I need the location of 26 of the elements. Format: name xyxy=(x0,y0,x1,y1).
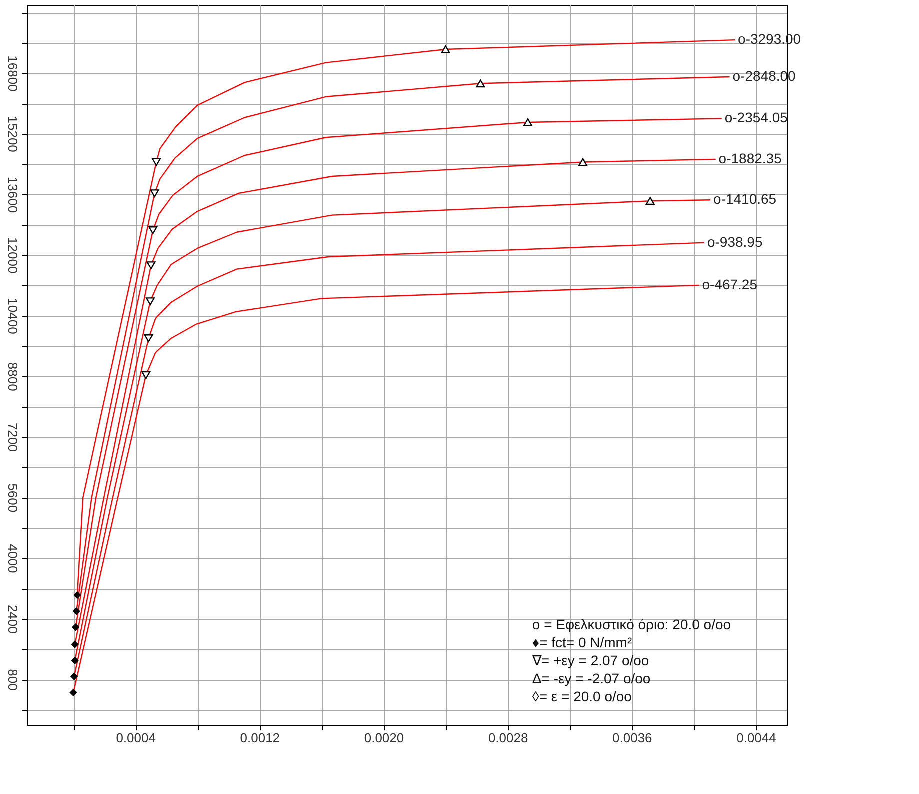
annotation: Δ= -εy = -2.07 o/oo xyxy=(532,670,651,687)
y-tick-label: 12000 xyxy=(6,238,20,274)
series-label: o-938.95 xyxy=(707,234,763,250)
y-tick-label: 16800 xyxy=(6,56,20,92)
x-tick-label: 0.0028 xyxy=(488,730,528,746)
series-label: o-1410.65 xyxy=(714,191,777,208)
y-tick-label: 13600 xyxy=(6,176,20,214)
y-tick-label: 5600 xyxy=(6,484,20,513)
x-tick-label: 0.0012 xyxy=(240,730,280,746)
y-tick-label: 10400 xyxy=(6,298,20,334)
annotation: o = Εφελκυστικό όριο: 20.0 o/oo xyxy=(532,616,732,633)
annotation: ♦= fct= 0 N/mm² xyxy=(532,634,632,651)
y-tick-label: 7200 xyxy=(6,423,20,452)
x-tick-label: 0.0044 xyxy=(736,730,776,746)
y-tick-label: 800 xyxy=(6,669,20,691)
annotation: ◊= ε = 20.0 o/oo xyxy=(532,688,632,705)
series-label: o-467.25 xyxy=(702,276,758,292)
y-tick-label: 15200 xyxy=(6,116,20,152)
y-tick-label: 4000 xyxy=(6,544,20,574)
annotation: ∇= +εy = 2.07 o/oo xyxy=(531,652,650,669)
x-tick-label: 0.0020 xyxy=(364,730,404,746)
x-tick-label: 0.0004 xyxy=(116,730,156,746)
x-tick-label: 0.0036 xyxy=(612,730,652,746)
y-tick-label: 8800 xyxy=(6,362,20,392)
y-tick-label: 2400 xyxy=(6,604,20,634)
series-label: o-1882.35 xyxy=(718,150,782,166)
